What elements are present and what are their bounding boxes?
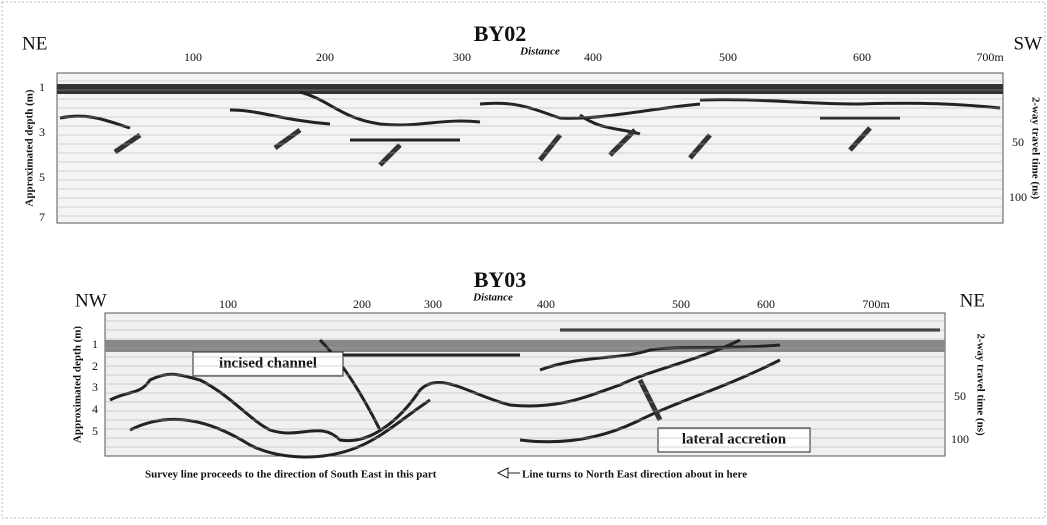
annotation-box	[657, 427, 811, 453]
depth-tick-label: 3	[39, 125, 45, 139]
axis-label: 2-way travel time (ns)	[974, 333, 986, 436]
time-tick-label: 100	[1009, 190, 1027, 204]
time-tick-label: 50	[1012, 135, 1024, 149]
arrow	[637, 378, 663, 422]
direction: SW	[1014, 33, 1043, 54]
panel-title: BY02	[474, 21, 527, 46]
x-tick-label: 200	[353, 297, 371, 311]
annotation-box	[192, 351, 344, 377]
profile: incised channel lateral accretion	[104, 312, 946, 459]
axis-label: Approximated depth (m)	[72, 326, 84, 443]
axis-label: 2-way travel time (ns)	[1029, 97, 1041, 200]
depth-tick-label: 4	[92, 402, 98, 416]
panel-title: BY03	[474, 267, 527, 292]
axis-label: Approximated depth (m)	[24, 89, 36, 206]
x-tick-label: 300	[453, 50, 471, 64]
surface-band	[57, 84, 1003, 94]
note-arrow	[496, 467, 520, 479]
x-tick-label: 700m	[976, 50, 1004, 64]
x-tick-label: 500	[719, 50, 737, 64]
note: Line turns to North East direction about…	[522, 469, 747, 481]
x-tick-label: 200	[316, 50, 334, 64]
arrows	[113, 126, 872, 167]
direction: NE	[22, 33, 47, 54]
x-tick-label: 500	[672, 297, 690, 311]
x-tick-label: 100	[184, 50, 202, 64]
depth-tick-label: 1	[92, 337, 98, 351]
x-tick-label: 700m	[862, 297, 890, 311]
note: Survey line proceeds to the direction of…	[145, 469, 437, 481]
time-tick-label: 50	[954, 389, 966, 403]
annotation: lateral accretion	[682, 431, 787, 447]
profile	[56, 72, 1004, 224]
x-tick-label: 600	[853, 50, 871, 64]
depth-tick-label: 2	[92, 359, 98, 373]
direction: NW	[75, 290, 107, 311]
depth-tick-label: 3	[92, 380, 98, 394]
direction: NE	[960, 290, 985, 311]
time-tick-label: 100	[951, 432, 969, 446]
depth-tick-label: 1	[39, 80, 45, 94]
x-tick-label: 400	[537, 297, 555, 311]
axis-label: Distance	[472, 292, 513, 304]
depth-tick-label: 5	[39, 170, 45, 184]
depth-tick-label: 5	[92, 424, 98, 438]
annotation: incised channel	[219, 355, 317, 371]
x-tick-label: 400	[584, 50, 602, 64]
x-tick-label: 100	[219, 297, 237, 311]
reflector	[59, 90, 1001, 142]
x-tick-label: 600	[757, 297, 775, 311]
axis-label: Distance	[519, 46, 560, 58]
depth-tick-label: 7	[39, 210, 45, 224]
surface-band	[105, 340, 945, 352]
x-tick-label: 300	[424, 297, 442, 311]
profile-box	[56, 72, 1004, 224]
